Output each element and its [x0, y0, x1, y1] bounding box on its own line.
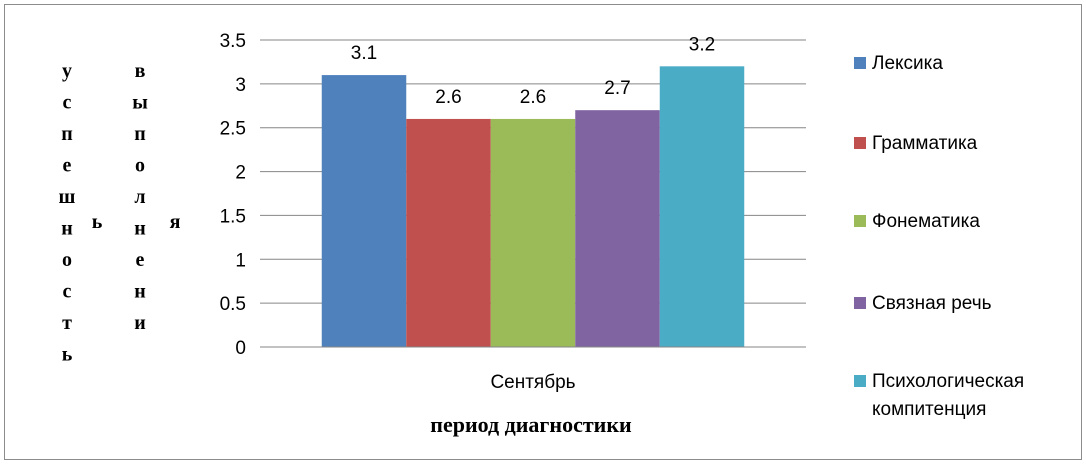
bar-5	[659, 66, 745, 348]
legend-label: Фонематика	[872, 211, 980, 232]
y-tick-label: 1	[235, 250, 246, 271]
y-axis-title-column: ь	[92, 211, 103, 233]
legend-item: Грамматика	[854, 130, 977, 158]
data-label-4: 2.7	[604, 78, 630, 99]
y-axis-title-column: я	[170, 211, 181, 233]
x-axis-title: период диагностики	[430, 412, 632, 437]
y-tick-label: 3	[235, 75, 246, 96]
bar-1	[321, 75, 407, 347]
legend-label: Связная речь	[872, 293, 992, 314]
legend-item: Лексика	[854, 50, 943, 78]
y-tick-label: 3.5	[220, 31, 246, 52]
legend-item: Связная речь	[854, 290, 992, 318]
legend-swatch	[854, 375, 866, 387]
bar-4	[575, 110, 660, 348]
data-label-1: 3.1	[351, 43, 377, 64]
y-tick-label: 2	[235, 163, 246, 184]
y-tick-label: 0.5	[220, 294, 246, 315]
legend-label: Психологическая компитенция	[872, 371, 1025, 420]
y-axis-title: у с п е ш н о с т ь ь в ы п о л н е н и я	[59, 60, 181, 366]
legend-item: Фонематика	[854, 208, 980, 236]
legend-swatch	[854, 297, 866, 309]
y-tick-label: 2.5	[220, 119, 246, 140]
bars	[321, 66, 745, 348]
data-label-2: 2.6	[435, 87, 461, 108]
y-tick-label: 0	[235, 338, 246, 359]
legend-swatch	[854, 137, 866, 149]
y-tick-label: 1.5	[220, 206, 246, 227]
y-axis-ticks: 0 0.5 1 1.5 2 2.5 3 3.5	[220, 31, 246, 359]
legend-swatch	[854, 57, 866, 69]
bar-2	[406, 118, 491, 347]
legend-label: Грамматика	[872, 133, 978, 154]
data-label-5: 3.2	[689, 34, 715, 55]
data-label-3: 2.6	[520, 87, 546, 108]
category-label: Сентябрь	[490, 372, 575, 393]
legend-item: Психологическая компитенция	[854, 368, 1047, 424]
bar-3	[490, 118, 576, 347]
legend-swatch	[854, 215, 866, 227]
legend-label: Лексика	[872, 53, 943, 74]
data-labels: 3.1 2.6 2.6 2.7 3.2	[351, 34, 715, 108]
